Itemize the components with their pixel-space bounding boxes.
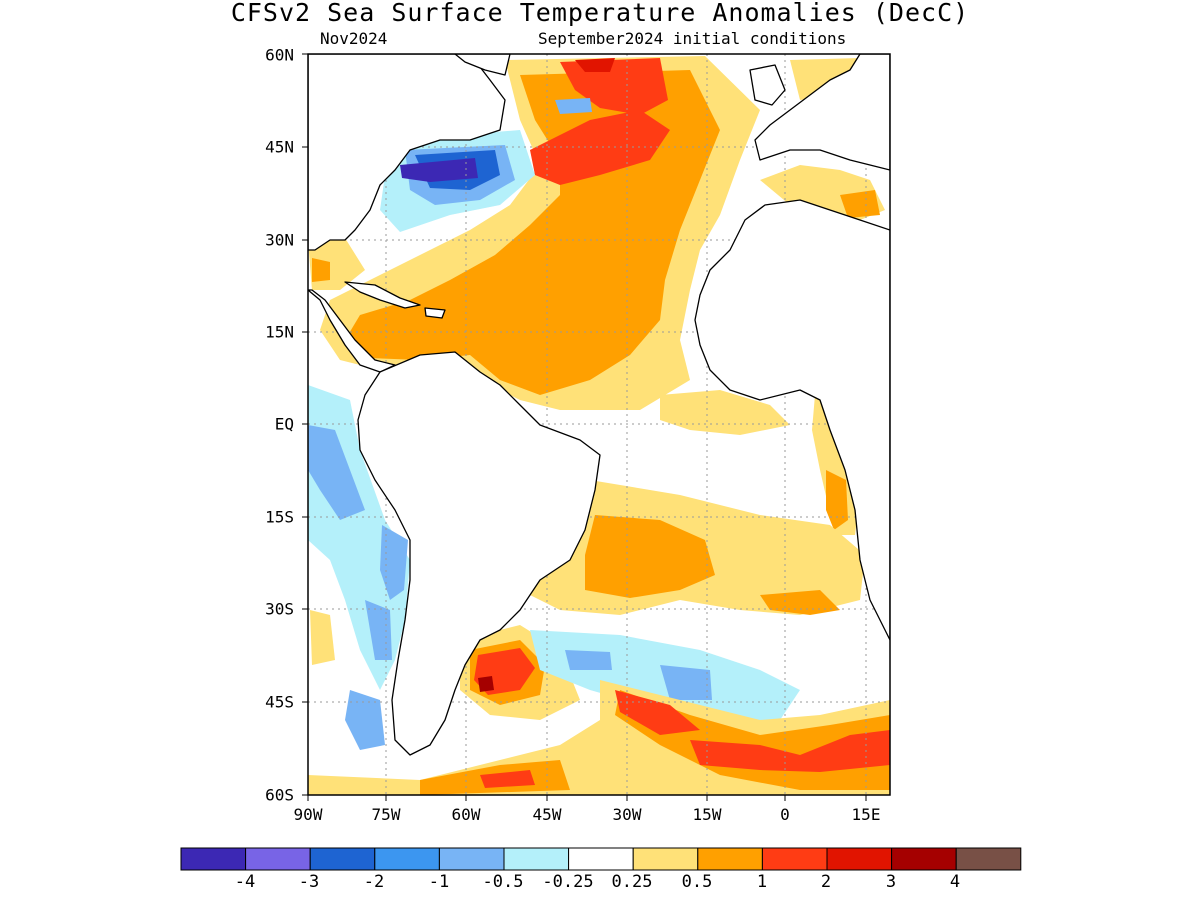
lat-label-45s: 45S bbox=[265, 692, 294, 712]
colorbar-label: -4 bbox=[234, 872, 256, 892]
anomaly-patch-south-atlantic-core bbox=[585, 515, 715, 598]
lon-label-15e: 15E bbox=[851, 805, 881, 824]
colorbar-label: 4 bbox=[949, 872, 961, 892]
lon-label-90w: 90W bbox=[293, 805, 323, 824]
colorbar-label: 2 bbox=[820, 872, 832, 892]
colorbar-label: 3 bbox=[885, 872, 897, 892]
lon-label-0: 0 bbox=[780, 805, 790, 824]
anomaly-patch-south-cool-blue-2 bbox=[660, 665, 712, 700]
anomaly-patch-pacific-blue-4 bbox=[345, 690, 385, 750]
colorbar-swatch bbox=[891, 847, 957, 871]
anomaly-patch-pacific-blue-3 bbox=[365, 600, 392, 660]
anomaly-patch-pacific-blue-2 bbox=[380, 525, 408, 600]
map-title: CFSv2 Sea Surface Temperature Anomalies … bbox=[230, 0, 970, 27]
colorbar-swatch bbox=[826, 847, 893, 871]
lat-label-30s: 30S bbox=[265, 599, 294, 619]
anomaly-patch-pacific-blue bbox=[308, 425, 365, 520]
anomaly-patch-south-cool-blue bbox=[565, 650, 612, 670]
colorbar-swatch bbox=[697, 847, 763, 871]
colorbar-swatch bbox=[568, 847, 634, 871]
colorbar-label: -0.25 bbox=[542, 872, 594, 892]
land-hispaniola bbox=[424, 307, 446, 319]
anomaly-patch-southern-red-2 bbox=[690, 730, 890, 772]
anomaly-patch-argentina-dark bbox=[478, 676, 494, 692]
lon-label-75w: 75W bbox=[371, 805, 401, 824]
anomaly-field bbox=[308, 54, 890, 795]
colorbar-label: -0.5 bbox=[482, 872, 524, 892]
colorbar-swatch bbox=[761, 847, 828, 871]
lon-label-15w: 15W bbox=[692, 805, 722, 824]
lat-label-60n: 60N bbox=[265, 45, 294, 65]
anomaly-patch-labrador-cool bbox=[555, 98, 592, 114]
land-british-isles bbox=[749, 64, 786, 106]
colorbar-swatch bbox=[632, 847, 699, 871]
lon-label-30w: 30W bbox=[612, 805, 642, 824]
colorbar-label: 1 bbox=[756, 872, 768, 892]
land-greenland bbox=[454, 54, 511, 76]
lat-label-15n: 15N bbox=[265, 322, 294, 342]
land-south-america bbox=[357, 351, 601, 756]
axis-ticks bbox=[302, 53, 867, 801]
colorbar-label: 0.5 bbox=[681, 872, 713, 892]
colorbar-label: -1 bbox=[428, 872, 450, 892]
lat-label-eq: EQ bbox=[274, 414, 294, 434]
initial-conditions: September2024 initial conditions bbox=[538, 29, 847, 48]
land-africa bbox=[694, 199, 890, 641]
lat-label-60s: 60S bbox=[265, 785, 294, 805]
colorbar-swatch bbox=[438, 847, 505, 871]
colorbar-swatch bbox=[955, 847, 1022, 871]
colorbar bbox=[180, 847, 1022, 871]
lat-label-30n: 30N bbox=[265, 230, 294, 250]
colorbar-label: 0.25 bbox=[611, 872, 653, 892]
colorbar-swatch bbox=[374, 847, 440, 871]
land-iberia-europe bbox=[754, 54, 890, 171]
colorbar-swatch bbox=[503, 847, 570, 871]
lon-label-60w: 60W bbox=[451, 805, 481, 824]
colorbar-swatch bbox=[309, 847, 376, 871]
forecast-month: Nov2024 bbox=[320, 29, 388, 48]
lat-label-15s: 15S bbox=[265, 507, 294, 527]
anomaly-patch-west-africa-core bbox=[826, 470, 848, 530]
colorbar-swatch bbox=[180, 847, 247, 871]
lon-label-45w: 45W bbox=[532, 805, 562, 824]
land-cuba bbox=[344, 281, 421, 309]
lat-label-45n: 45N bbox=[265, 137, 294, 157]
coastlines bbox=[308, 54, 890, 756]
anomaly-patch-north-atlantic-red bbox=[530, 110, 670, 185]
colorbar-label: -2 bbox=[363, 872, 385, 892]
colorbar-label: -3 bbox=[298, 872, 320, 892]
anomaly-patch-pacific-warm bbox=[310, 610, 335, 665]
anomaly-patch-southern-base-red bbox=[480, 770, 535, 788]
anomaly-patch-labrador-dark bbox=[575, 58, 615, 72]
anomaly-patch-gulfstream-purple bbox=[400, 158, 478, 182]
colorbar-swatch bbox=[245, 847, 311, 871]
anomaly-patch-southern-red bbox=[615, 690, 700, 735]
land-north-america bbox=[308, 54, 506, 251]
anomaly-patch-gulf-mexico-core bbox=[312, 258, 330, 282]
anomaly-patch-labrador-red bbox=[560, 58, 668, 115]
anomaly-patch-mediterranean-core bbox=[840, 190, 880, 218]
